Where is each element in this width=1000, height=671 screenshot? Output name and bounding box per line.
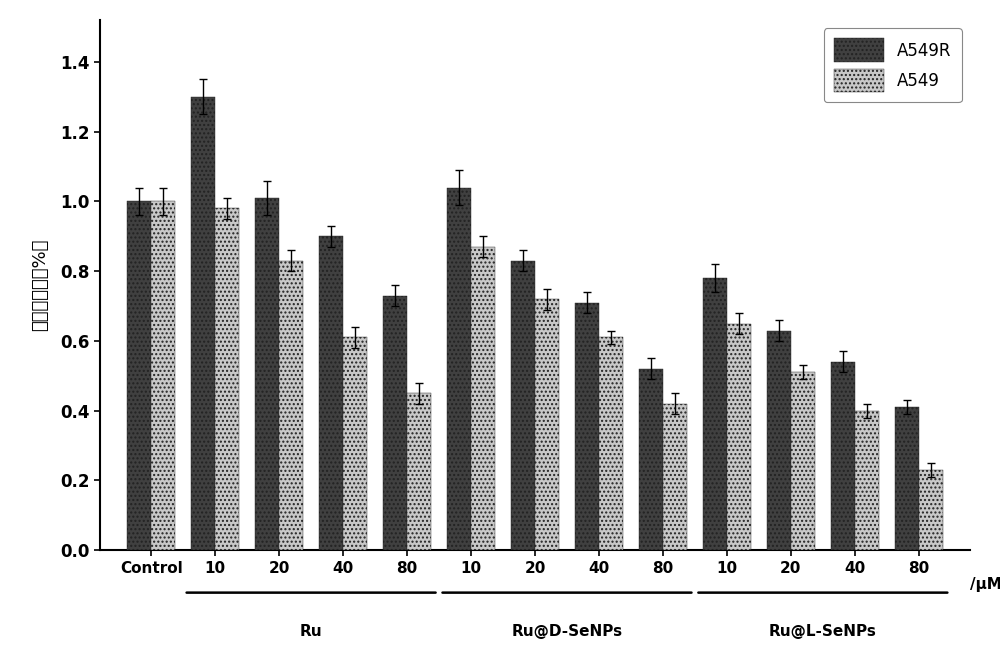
Bar (831, 362, 855, 550)
Bar (511, 261, 535, 550)
Text: Ru@L-SeNPs: Ru@L-SeNPs (769, 625, 877, 639)
Bar (767, 331, 791, 550)
Bar (407, 393, 431, 550)
Text: Ru@D-SeNPs: Ru@D-SeNPs (511, 625, 623, 639)
Bar (855, 411, 879, 550)
Bar (599, 338, 623, 550)
Bar (575, 303, 599, 550)
Text: Ru: Ru (300, 625, 322, 639)
Bar (919, 470, 943, 550)
Bar (663, 404, 687, 550)
Bar (535, 299, 559, 550)
Bar (191, 97, 215, 550)
Bar (215, 209, 239, 550)
Bar (279, 261, 303, 550)
Bar (343, 338, 367, 550)
Legend: A549R, A549: A549R, A549 (824, 28, 962, 102)
Bar (471, 247, 495, 550)
Bar (791, 372, 815, 550)
Bar (639, 369, 663, 550)
Y-axis label: 细胞存活率（%）: 细胞存活率（%） (31, 239, 49, 331)
Bar (319, 236, 343, 550)
Bar (703, 278, 727, 550)
Bar (127, 201, 151, 550)
Bar (255, 198, 279, 550)
Bar (727, 323, 751, 550)
Bar (447, 187, 471, 550)
Bar (895, 407, 919, 550)
Bar (383, 296, 407, 550)
Text: /μM: /μM (970, 577, 1000, 592)
Bar (151, 201, 175, 550)
